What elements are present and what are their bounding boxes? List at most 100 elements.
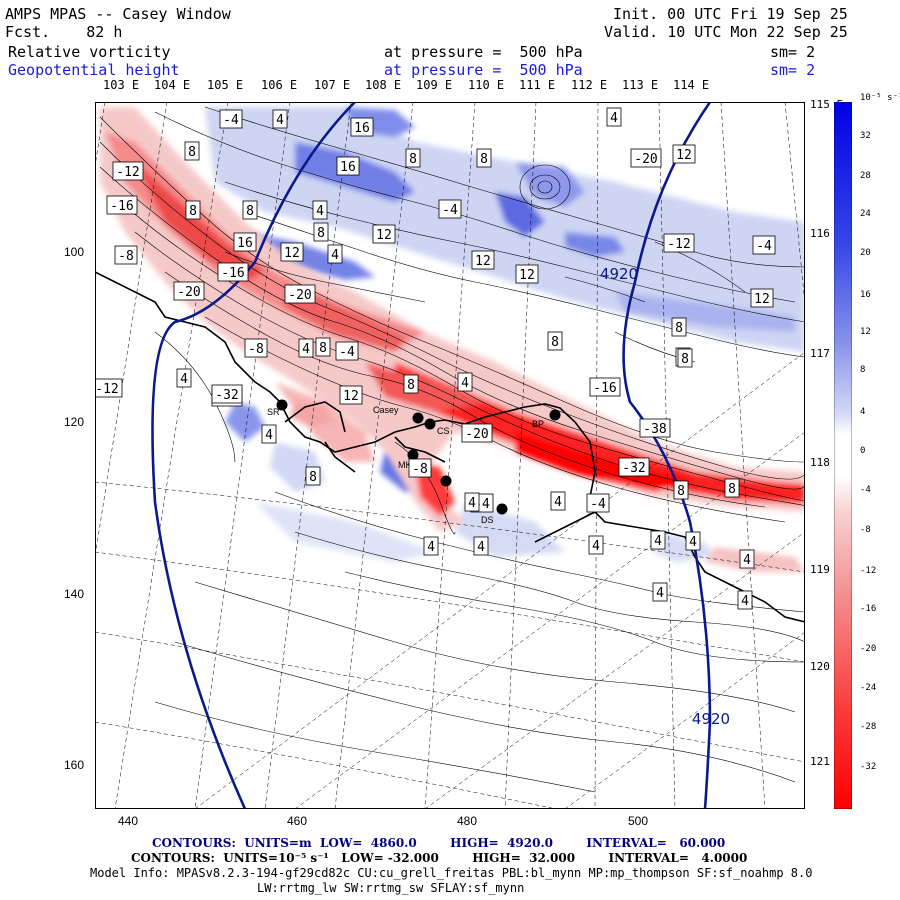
contour-label: -32: [211, 384, 243, 404]
svg-text:4: 4: [656, 586, 664, 601]
svg-text:8: 8: [551, 335, 559, 350]
contour-label: -4: [335, 341, 359, 361]
contour-label: 8: [403, 374, 419, 394]
vorticity-contour-info: CONTOURS: UNITS=10⁻⁵ s⁻¹ LOW= -32.000 HI…: [131, 851, 748, 865]
contour-label: 12: [515, 264, 539, 284]
svg-text:-4: -4: [756, 239, 772, 254]
contour-label: 16: [350, 117, 374, 137]
contour-label: -16: [589, 377, 621, 397]
colorbar-label: 24: [860, 209, 871, 219]
station-markers: [276, 399, 561, 515]
colorbar-label: 12: [860, 327, 871, 337]
model-info: Model Info: MPASv8.2.3-194-gf29cd82c CU:…: [90, 866, 813, 880]
station-label: BP: [532, 419, 544, 429]
svg-text:-20: -20: [288, 288, 311, 303]
colorbar-label: 20: [860, 248, 871, 258]
colorbar-label: 4: [860, 407, 866, 417]
svg-text:-4: -4: [442, 203, 458, 218]
x-tick-label: 440: [118, 814, 139, 828]
svg-text:8: 8: [681, 352, 689, 367]
contour-label: 4: [588, 535, 604, 555]
field-name-vorticity: Relative vorticity: [8, 43, 171, 61]
contour-label: 4: [261, 424, 277, 444]
contour-label: 8: [671, 317, 687, 337]
valid-time: Valid. 10 UTC Mon 22 Sep 25: [604, 23, 848, 41]
contour-label: 4: [606, 107, 622, 127]
contour-label: 8: [677, 348, 693, 368]
y-tick-label: 140: [64, 587, 85, 601]
contour-label: -32: [618, 457, 650, 477]
init-time: Init. 00 UTC Fri 19 Sep 25: [613, 5, 848, 23]
svg-text:-12: -12: [667, 237, 690, 252]
contour-label: -38: [639, 418, 671, 438]
contour-label: 4: [298, 338, 314, 358]
y-tick-label: 100: [64, 245, 85, 259]
longitude-label: 107 E: [314, 78, 351, 92]
colorbar-label: 8: [860, 365, 866, 375]
longitude-label: 103 E: [103, 78, 140, 92]
colorbar-unit: 10⁻⁵ s⁻¹: [860, 93, 900, 103]
svg-text:8: 8: [675, 321, 683, 336]
station-label: Casey: [373, 405, 399, 415]
contour-label: -4: [438, 199, 462, 219]
pressure-level-height: at pressure = 500 hPa: [384, 61, 583, 79]
svg-text:12: 12: [376, 228, 392, 243]
contour-label: 4: [464, 492, 480, 512]
contour-label: -12: [95, 378, 123, 398]
contour-label: -12: [112, 161, 144, 181]
svg-text:-20: -20: [177, 285, 200, 300]
colorbar-label: -24: [860, 683, 877, 693]
contour-label: 4: [685, 531, 701, 551]
svg-text:-20: -20: [634, 152, 657, 167]
svg-text:-8: -8: [118, 249, 134, 264]
longitude-label: 113 E: [622, 78, 659, 92]
height-contour-label: 4920: [692, 710, 730, 728]
svg-text:-16: -16: [110, 199, 133, 214]
svg-text:8: 8: [409, 152, 417, 167]
colorbar-label: -8: [860, 525, 871, 535]
svg-text:8: 8: [246, 204, 254, 219]
height-contour-info: CONTOURS: UNITS=m LOW= 4860.0 HIGH= 4920…: [152, 836, 726, 850]
colorbar-label: -32: [860, 762, 877, 772]
svg-text:4: 4: [743, 553, 751, 568]
colorbar-label: -16: [860, 604, 877, 614]
svg-text:4: 4: [468, 496, 476, 511]
contour-label: 8: [305, 466, 321, 486]
svg-text:-32: -32: [622, 461, 645, 476]
contour-label: -20: [461, 423, 493, 443]
contour-label: -8: [114, 245, 138, 265]
contour-label: 4: [737, 590, 753, 610]
svg-text:4: 4: [554, 495, 562, 510]
svg-text:-4: -4: [223, 113, 239, 128]
svg-text:8: 8: [188, 145, 196, 160]
contour-label: -4: [219, 109, 243, 129]
contour-label: 4: [312, 200, 328, 220]
contour-label: -20: [630, 148, 662, 168]
svg-text:8: 8: [407, 378, 415, 393]
station-label: MK: [398, 460, 412, 470]
colorbar-label: -4: [860, 485, 871, 495]
contour-label: 4: [176, 368, 192, 388]
x-tick-label: 460: [287, 814, 308, 828]
contour-label: 8: [242, 200, 258, 220]
svg-text:4: 4: [427, 540, 435, 555]
contour-label: 4: [550, 491, 566, 511]
height-contour-label: 4920: [600, 265, 638, 283]
svg-text:4: 4: [610, 111, 618, 126]
contour-label: -4: [752, 235, 776, 255]
svg-text:8: 8: [319, 341, 327, 356]
contour-label: -16: [217, 262, 249, 282]
svg-text:8: 8: [677, 484, 685, 499]
svg-text:-32: -32: [215, 388, 238, 403]
contour-label: 12: [672, 144, 696, 164]
svg-text:16: 16: [237, 236, 253, 251]
svg-text:12: 12: [475, 254, 491, 269]
smoothing-vorticity: sm= 2: [770, 43, 816, 61]
svg-text:4: 4: [654, 534, 662, 549]
contour-label: 12: [471, 250, 495, 270]
coastline: [95, 271, 805, 623]
contour-label: 4: [652, 582, 668, 602]
graticule-lines: [95, 102, 805, 809]
